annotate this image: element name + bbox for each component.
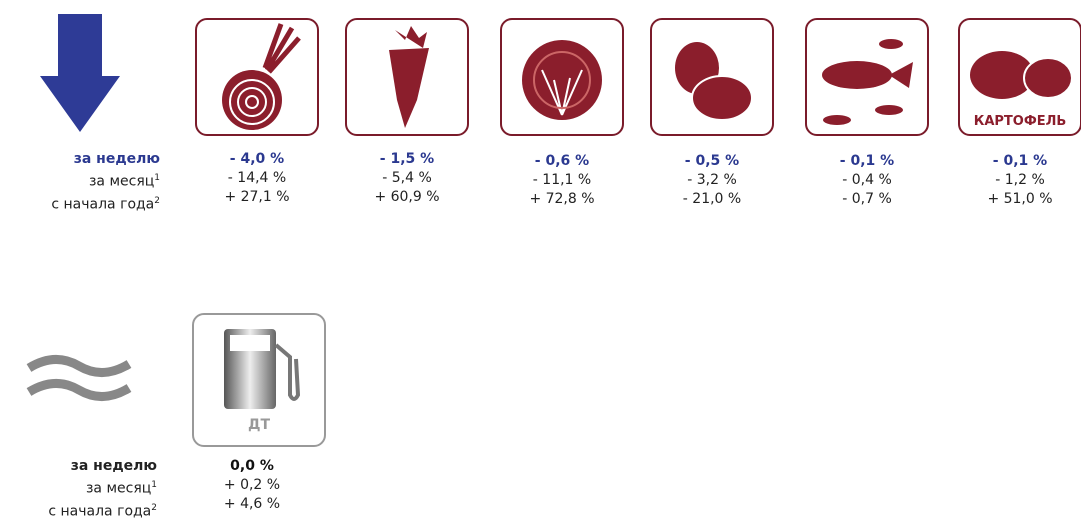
eggs-icon <box>650 18 774 136</box>
month-change: - 14,4 % <box>227 170 287 186</box>
icon-label: КАРТОФЕЛЬ <box>973 114 1067 129</box>
month-change: + 0,2 % <box>223 477 281 493</box>
week-change: 0,0 % <box>230 458 274 474</box>
item-values: - 0,6 % - 11,1 % + 72,8 % <box>497 152 627 209</box>
carrot-icon <box>345 18 469 136</box>
ytd-change: + 60,9 % <box>374 189 440 205</box>
ytd-change: - 21,0 % <box>682 191 742 207</box>
item-values: 0,0 % + 0,2 % + 4,6 % <box>187 457 317 514</box>
ytd-change: + 51,0 % <box>987 191 1053 207</box>
note: 2 <box>154 195 160 206</box>
row-labels: за неделю за месяц1 с начала года2 <box>0 150 160 214</box>
beet-icon <box>195 18 319 136</box>
note: 1 <box>151 480 157 490</box>
week-label: за неделю <box>70 458 157 474</box>
week-change: - 1,5 % <box>379 151 435 167</box>
cabbage-icon <box>500 18 624 136</box>
icon-label: ДТ <box>247 417 271 433</box>
note: 2 <box>151 502 157 513</box>
ytd-change: - 0,7 % <box>842 191 892 207</box>
ytd-label: с начала года <box>51 196 155 213</box>
month-change: - 0,4 % <box>842 172 892 188</box>
item-values: - 1,5 % - 5,4 % + 60,9 % <box>342 150 472 207</box>
week-change: - 0,5 % <box>684 153 740 169</box>
potato-icon: КАРТОФЕЛЬ <box>958 18 1081 136</box>
week-change: - 0,1 % <box>992 153 1048 169</box>
item-values: - 4,0 % - 14,4 % + 27,1 % <box>192 150 322 207</box>
fish-icon <box>805 18 929 136</box>
month-change: - 1,2 % <box>995 172 1045 188</box>
ytd-change: + 27,1 % <box>224 189 290 205</box>
month-change: - 11,1 % <box>532 172 592 188</box>
fuel-icon: ДТ <box>192 313 326 447</box>
down-arrow <box>40 14 120 132</box>
approx-sign <box>26 355 132 401</box>
week-change: - 4,0 % <box>229 151 285 167</box>
week-change: - 0,1 % <box>839 153 895 169</box>
ytd-change: + 4,6 % <box>223 496 281 512</box>
item-values: - 0,5 % - 3,2 % - 21,0 % <box>647 152 777 209</box>
week-change: - 0,6 % <box>534 153 590 169</box>
month-label: за месяц <box>88 173 155 190</box>
note: 1 <box>154 173 160 183</box>
month-change: - 3,2 % <box>687 172 737 188</box>
week-label: за неделю <box>73 151 160 167</box>
month-label: за месяц <box>85 480 152 497</box>
item-values: - 0,1 % - 1,2 % + 51,0 % <box>955 152 1081 209</box>
ytd-change: + 72,8 % <box>529 191 595 207</box>
ytd-label: с начала года <box>48 503 152 520</box>
item-values: - 0,1 % - 0,4 % - 0,7 % <box>802 152 932 209</box>
row-labels: за неделю за месяц1 с начала года2 <box>0 457 157 521</box>
month-change: - 5,4 % <box>382 170 432 186</box>
